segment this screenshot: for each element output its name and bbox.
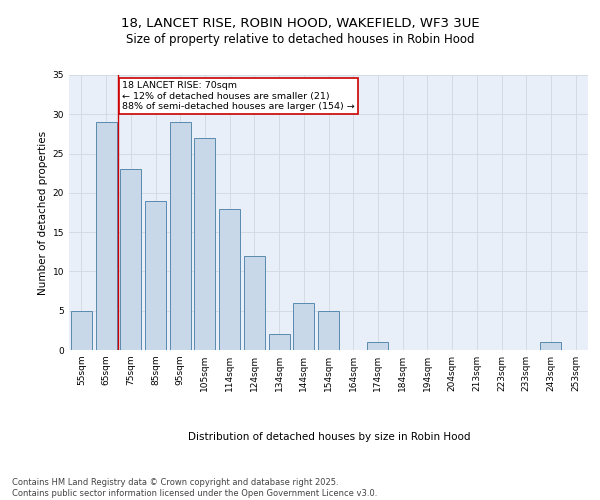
Text: 18 LANCET RISE: 70sqm
← 12% of detached houses are smaller (21)
88% of semi-deta: 18 LANCET RISE: 70sqm ← 12% of detached …: [122, 82, 355, 111]
Bar: [95, 122, 116, 350]
Bar: [244, 256, 265, 350]
Bar: [269, 334, 290, 350]
Bar: [145, 200, 166, 350]
Bar: [293, 303, 314, 350]
Text: Contains HM Land Registry data © Crown copyright and database right 2025.
Contai: Contains HM Land Registry data © Crown c…: [12, 478, 377, 498]
Text: Distribution of detached houses by size in Robin Hood: Distribution of detached houses by size …: [188, 432, 470, 442]
Bar: [170, 122, 191, 350]
Bar: [541, 342, 562, 350]
Bar: [120, 170, 141, 350]
Bar: [71, 310, 92, 350]
Bar: [367, 342, 388, 350]
Text: 18, LANCET RISE, ROBIN HOOD, WAKEFIELD, WF3 3UE: 18, LANCET RISE, ROBIN HOOD, WAKEFIELD, …: [121, 18, 479, 30]
Bar: [219, 208, 240, 350]
Bar: [194, 138, 215, 350]
Bar: [318, 310, 339, 350]
Text: Size of property relative to detached houses in Robin Hood: Size of property relative to detached ho…: [126, 32, 474, 46]
Y-axis label: Number of detached properties: Number of detached properties: [38, 130, 49, 294]
